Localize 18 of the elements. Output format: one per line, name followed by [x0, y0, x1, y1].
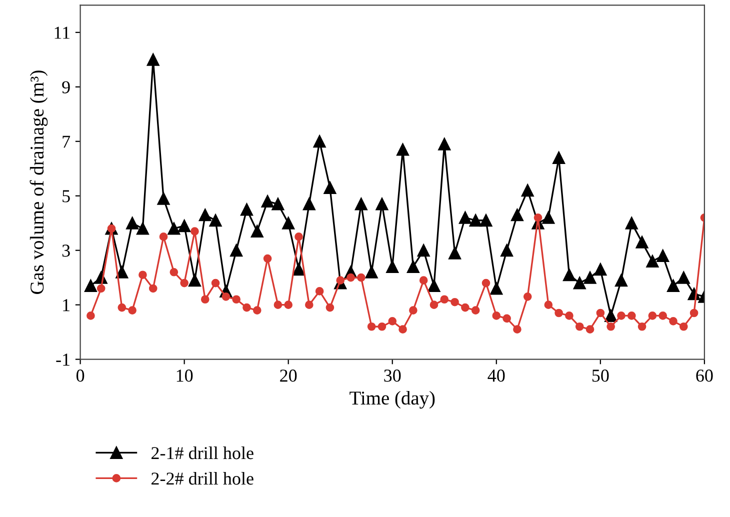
y-tick-label: 5	[62, 190, 70, 202]
y-tick-label: 1	[63, 299, 70, 312]
legend-label: 2-1# drill hole	[152, 446, 254, 460]
x-tick-label: 60	[696, 370, 713, 382]
x-tick-label: 50	[592, 370, 609, 382]
legend-label: 2-2# drill hole	[152, 472, 254, 485]
y-tick-label: 7	[62, 136, 70, 148]
y-tick-label: 9	[62, 81, 70, 94]
y-tick-label: 3	[62, 244, 70, 257]
y-tick-label: -1	[56, 354, 70, 366]
x-tick-label: 30	[384, 370, 401, 382]
x-tick-label: 20	[280, 370, 297, 382]
x-axis-title: Time (day)	[350, 390, 435, 409]
y-axis-title: Gas volume of drainage (m³)	[30, 70, 48, 294]
x-tick-label: 0	[76, 370, 84, 382]
x-tick-label: 10	[176, 370, 193, 382]
x-tick-label: 40	[488, 370, 505, 382]
y-tick-label: 11	[54, 26, 70, 39]
